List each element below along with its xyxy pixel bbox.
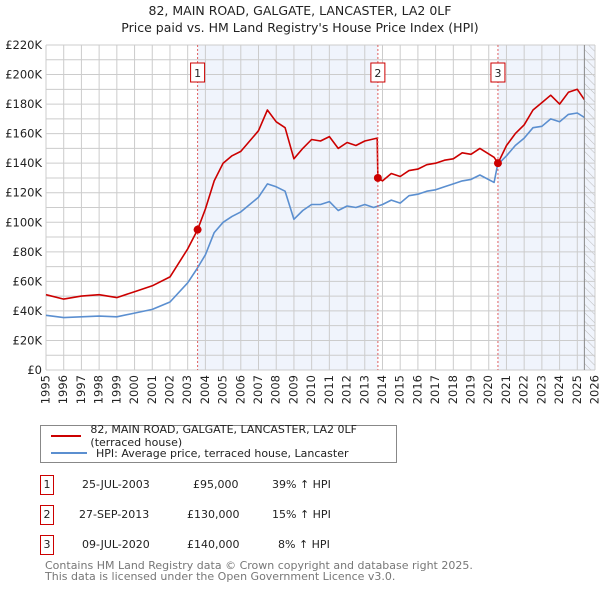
x-tick-label: 1996 xyxy=(56,375,70,404)
sale-date: 25-JUL-2003 xyxy=(82,478,150,491)
x-tick-label: 2021 xyxy=(499,375,513,404)
x-tick-label: 2022 xyxy=(517,375,531,404)
sale-badge: 1 xyxy=(40,475,54,495)
sale-label-box xyxy=(490,62,506,83)
y-tick-label: £140K xyxy=(5,156,42,170)
legend-swatch-blue xyxy=(51,452,87,454)
y-tick-label: £40K xyxy=(13,304,43,318)
sale-hpi: 8% ↑ HPI xyxy=(278,538,330,551)
sale-label: 2 xyxy=(374,67,381,80)
sale-price: £140,000 xyxy=(187,538,240,551)
sale-badge: 2 xyxy=(40,505,54,525)
x-tick-label: 1995 xyxy=(39,375,53,404)
legend-swatch-red xyxy=(51,435,82,437)
legend-item-hpi: HPI: Average price, terraced house, Lanc… xyxy=(51,445,348,461)
sale-point xyxy=(373,173,382,182)
sale-price: £130,000 xyxy=(187,508,240,521)
sale-row: 3 09-JUL-2020 £140,000 8% ↑ HPI xyxy=(40,535,440,555)
sale-point xyxy=(193,225,202,234)
sale-badge: 3 xyxy=(40,535,54,555)
x-tick-label: 2012 xyxy=(340,375,354,404)
sale-hpi: 39% ↑ HPI xyxy=(272,478,331,491)
y-tick-label: £200K xyxy=(5,68,42,82)
chart-subtitle: Price paid vs. HM Land Registry's House … xyxy=(121,20,479,35)
x-tick-label: 2018 xyxy=(446,375,460,404)
x-tick-label: 2007 xyxy=(251,375,265,404)
x-tick-label: 2019 xyxy=(464,375,478,404)
x-tick-label: 2005 xyxy=(216,375,230,404)
x-tick-label: 2003 xyxy=(180,375,194,404)
sale-label-box xyxy=(190,62,206,83)
x-tick-label: 2008 xyxy=(269,375,283,404)
sale-row: 1 25-JUL-2003 £95,000 39% ↑ HPI xyxy=(40,475,440,495)
x-tick-label: 2015 xyxy=(393,375,407,404)
x-tick-label: 2014 xyxy=(375,375,389,404)
x-tick-label: 2001 xyxy=(145,375,159,404)
legend-item-property: 82, MAIN ROAD, GALGATE, LANCASTER, LA2 0… xyxy=(51,423,396,449)
x-tick-label: 2009 xyxy=(286,375,300,404)
sale-label-box xyxy=(370,62,386,83)
x-tick-label: 2006 xyxy=(233,375,247,404)
y-tick-label: £100K xyxy=(5,215,42,229)
sale-hpi: 15% ↑ HPI xyxy=(272,508,331,521)
y-tick-label: £60K xyxy=(13,274,43,288)
x-tick-label: 2026 xyxy=(588,375,600,404)
legend-label: 82, MAIN ROAD, GALGATE, LANCASTER, LA2 0… xyxy=(90,423,357,449)
y-tick-label: £120K xyxy=(5,186,42,200)
chart-title: 82, MAIN ROAD, GALGATE, LANCASTER, LA2 0… xyxy=(148,3,452,18)
y-tick-label: £0 xyxy=(27,363,42,377)
legend: 82, MAIN ROAD, GALGATE, LANCASTER, LA2 0… xyxy=(40,423,397,463)
x-tick-label: 2023 xyxy=(534,375,548,404)
x-tick-label: 2011 xyxy=(322,375,336,404)
x-tick-label: 2025 xyxy=(570,375,584,404)
sale-date: 27-SEP-2013 xyxy=(79,508,150,521)
y-tick-label: £160K xyxy=(5,127,42,141)
y-tick-label: £20K xyxy=(13,333,43,347)
x-tick-label: 2016 xyxy=(410,375,424,404)
x-tick-label: 1999 xyxy=(109,375,123,404)
footer-line: Contains HM Land Registry data © Crown c… xyxy=(45,559,473,572)
x-tick-label: 2017 xyxy=(428,375,442,404)
sale-point xyxy=(493,159,502,168)
y-tick-label: £180K xyxy=(5,97,42,111)
sale-label: 3 xyxy=(494,67,501,80)
x-tick-label: 2013 xyxy=(357,375,371,404)
series-line xyxy=(45,112,585,319)
x-tick-label: 2004 xyxy=(198,375,212,404)
sale-row: 2 27-SEP-2013 £130,000 15% ↑ HPI xyxy=(40,505,440,525)
x-tick-label: 1998 xyxy=(92,375,106,404)
sale-label: 1 xyxy=(194,67,201,80)
y-tick-label: £80K xyxy=(13,245,43,259)
sale-price: £95,000 xyxy=(193,478,239,491)
footer-line: This data is licensed under the Open Gov… xyxy=(45,570,396,583)
y-tick-label: £220K xyxy=(5,38,42,52)
x-tick-label: 2010 xyxy=(304,375,318,404)
x-tick-label: 2002 xyxy=(162,375,176,404)
footer: Contains HM Land Registry data © Crown c… xyxy=(45,560,473,582)
plot-area: 1 2 3 1995 1996 1997 1998 1999 2000 2001 2002 2003 2… xyxy=(5,38,600,404)
sale-date: 09-JUL-2020 xyxy=(82,538,150,551)
legend-label: HPI: Average price, terraced house, Lanc… xyxy=(96,446,349,460)
x-tick-label: 2020 xyxy=(481,375,495,404)
x-tick-label: 2024 xyxy=(552,375,566,404)
x-tick-label: 2000 xyxy=(127,375,141,404)
x-tick-label: 1997 xyxy=(74,375,88,404)
